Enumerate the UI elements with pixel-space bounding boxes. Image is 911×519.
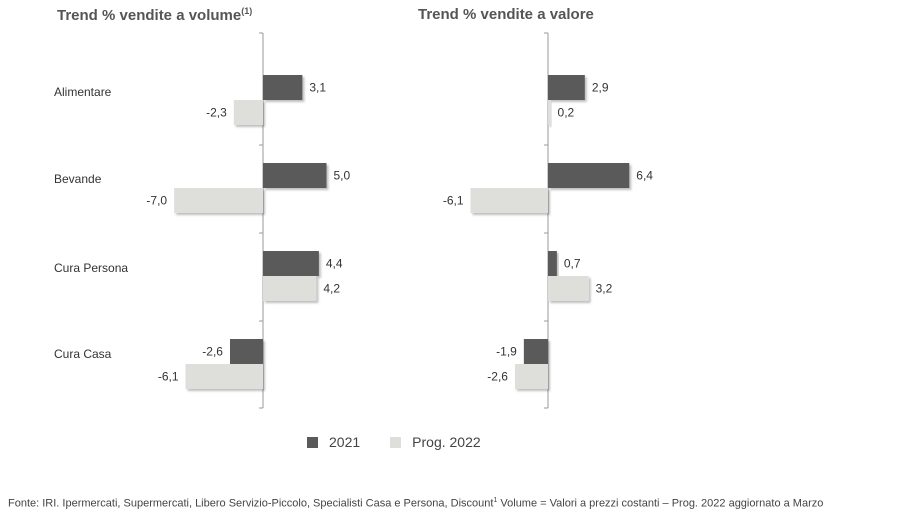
bar-2021-cura-persona	[263, 251, 319, 276]
data-label-prog-2022-cura-casa: -6,1	[158, 370, 179, 384]
data-label-prog-2022-alimentare: 0,2	[558, 106, 575, 120]
chart-title-volume-sup: (1)	[241, 6, 253, 16]
chart-volume: Alimentare Bevande Cura Persona Cura Casa 3,…	[54, 32, 351, 409]
category-label-bevande: Bevande	[54, 172, 102, 186]
chart-value: 2,9 6,4 0,7 -1,9 0,2 -6,1 3,2 -2,6	[443, 32, 653, 409]
category-label-cura-casa: Cura Casa	[54, 347, 112, 361]
bar-prog-2022-cura-casa	[185, 364, 263, 389]
bar-2021-bevande	[548, 163, 630, 188]
chart-title-volume: Trend % vendite a volume(1)	[57, 6, 252, 24]
category-label-cura-persona: Cura Persona	[54, 261, 128, 275]
legend-swatch-2021	[307, 436, 318, 448]
bar-2021-bevande	[263, 163, 327, 188]
data-label-2021-alimentare: 2,9	[592, 81, 609, 95]
data-label-2021-cura-persona: 4,4	[326, 257, 343, 271]
legend-swatch-prog-2022	[390, 436, 402, 448]
data-label-prog-2022-cura-persona: 4,2	[323, 282, 340, 296]
category-label-alimentare: Alimentare	[54, 85, 112, 99]
bar-2021-alimentare	[263, 75, 303, 100]
bar-prog-2022-alimentare	[233, 100, 263, 125]
footnote-sup: 1	[493, 497, 498, 504]
data-label-prog-2022-bevande: -6,1	[443, 194, 464, 208]
bar-prog-2022-bevande	[174, 188, 263, 213]
bar-2021-cura-casa	[523, 339, 548, 364]
bar-prog-2022-alimentare	[548, 100, 551, 125]
data-label-prog-2022-cura-casa: -2,6	[487, 370, 508, 384]
data-label-2021-bevande: 6,4	[636, 169, 653, 183]
data-label-2021-bevande: 5,0	[334, 169, 351, 183]
source-footnote: Fonte: IRI. Ipermercati, Supermercati, L…	[8, 497, 823, 510]
legend-label-prog-2022: Prog. 2022	[412, 434, 481, 450]
legend-label-2021: 2021	[329, 434, 361, 450]
legend: 2021 Prog. 2022	[307, 434, 511, 450]
data-label-2021-alimentare: 3,1	[309, 81, 326, 95]
bar-2021-cura-casa	[229, 339, 263, 364]
bar-prog-2022-bevande	[470, 188, 548, 213]
chart-title-value: Trend % vendite a valore	[418, 6, 594, 23]
data-label-2021-cura-casa: -1,9	[496, 345, 517, 359]
footnote-text: Fonte: IRI. Ipermercati, Supermercati, L…	[8, 497, 494, 510]
bar-prog-2022-cura-persona	[263, 276, 317, 301]
data-label-2021-cura-persona: 0,7	[564, 257, 581, 271]
footnote-text-2: Volume = Valori a prezzi costanti – Prog…	[497, 497, 824, 510]
bar-prog-2022-cura-persona	[548, 276, 589, 301]
data-label-2021-cura-casa: -2,6	[202, 345, 223, 359]
data-label-prog-2022-bevande: -7,0	[146, 194, 167, 208]
bar-2021-alimentare	[548, 75, 585, 100]
data-label-prog-2022-alimentare: -2,3	[206, 106, 227, 120]
data-label-prog-2022-cura-persona: 3,2	[596, 282, 613, 296]
bar-2021-cura-persona	[548, 251, 557, 276]
bar-prog-2022-cura-casa	[514, 364, 548, 389]
legend-item-2021: 2021	[307, 434, 360, 450]
legend-item-prog-2022: Prog. 2022	[390, 434, 481, 450]
chart-title-volume-text: Trend % vendite a volume	[57, 7, 242, 24]
